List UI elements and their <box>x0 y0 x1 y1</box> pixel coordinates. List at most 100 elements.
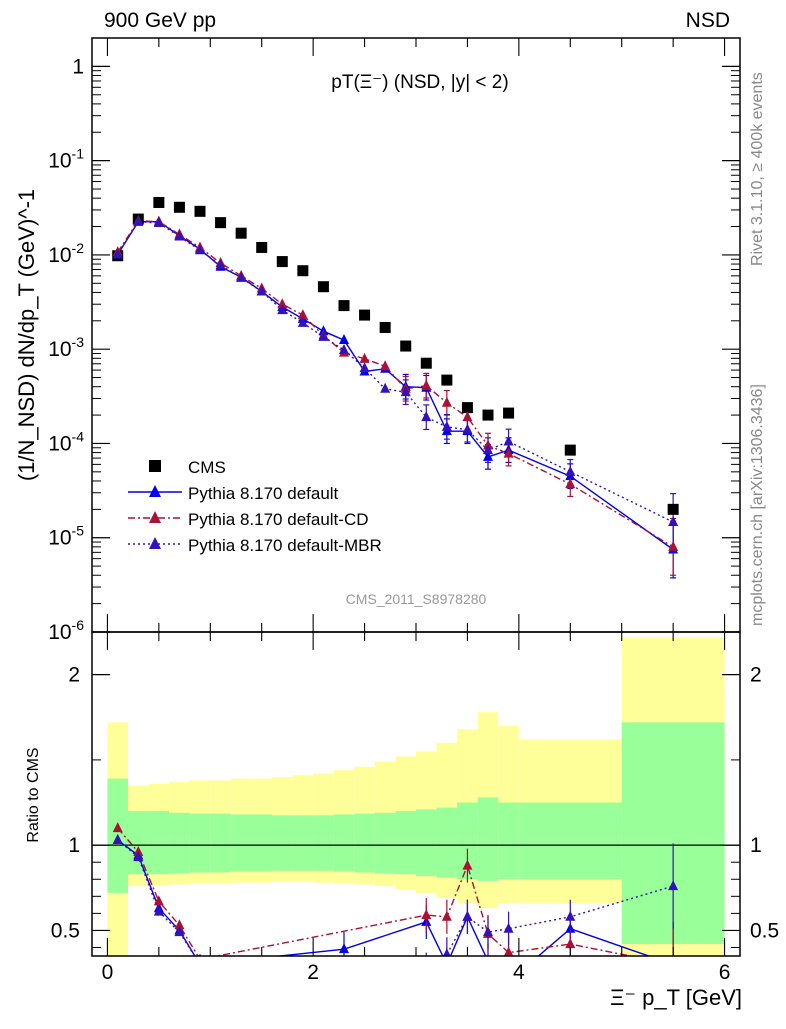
mc-data-point-3 <box>318 330 329 341</box>
legend-label-3: Pythia 8.170 default-MBR <box>188 536 382 555</box>
stat-uncertainty-band <box>148 811 170 875</box>
stat-uncertainty-band <box>230 814 252 872</box>
stat-uncertainty-band <box>333 814 355 872</box>
legend-label-2: Pythia 8.170 default-CD <box>188 510 369 529</box>
mc-data-point-3 <box>380 382 391 393</box>
ratio-data-point-2 <box>153 905 164 916</box>
mc-data-point-3 <box>565 465 576 476</box>
cms-data-point <box>297 265 309 277</box>
cms-data-point <box>379 321 391 333</box>
ratio-data-point-2 <box>483 926 493 937</box>
series-line-2 <box>117 220 674 548</box>
stat-uncertainty-band <box>374 812 396 874</box>
stat-uncertainty-band <box>128 811 149 875</box>
ratio-data-point-2 <box>462 910 473 921</box>
y-tick-label: 10-2 <box>48 240 84 267</box>
stat-uncertainty-band <box>210 813 231 873</box>
ratio-data-point-0 <box>339 943 349 954</box>
cms-data-point <box>215 217 227 229</box>
stat-uncertainty-band <box>518 802 622 880</box>
cms-data-point <box>482 409 494 421</box>
ratio-y-tick-label-left: 2 <box>68 664 80 687</box>
ratio-y-tick-label-right: 0.5 <box>750 919 779 942</box>
stat-uncertainty-band <box>395 811 416 875</box>
mc-data-point-3 <box>421 411 432 422</box>
legend: CMS Pythia 8.170 default Pythia 8.170 defa… <box>128 458 382 555</box>
ratio-axis-ticks: 0.5 0.5 1 1 2 2 0 2 4 6 <box>51 632 779 984</box>
y-tick-label: 10-1 <box>48 146 84 173</box>
ratio-data-point-1 <box>153 895 164 906</box>
ratio-y-tick-label-left: 1 <box>68 834 80 857</box>
mc-data-point-3 <box>277 304 288 315</box>
ratio-data-point-2 <box>133 851 144 862</box>
ratio-bands-layer <box>92 637 740 956</box>
cms-data-point <box>235 227 247 239</box>
x-tick-label: 0 <box>102 961 114 984</box>
ratio-data-layer <box>112 822 679 969</box>
mc-data-point-3 <box>195 244 205 255</box>
cms-data-point <box>276 256 288 268</box>
ratio-data-point-2 <box>503 922 514 933</box>
series-line-1 <box>117 221 674 551</box>
ratio-data-point-2 <box>443 948 451 956</box>
mc-data-point-3 <box>339 344 349 355</box>
stat-uncertainty-band <box>313 815 334 871</box>
mc-data-point-3 <box>400 386 411 397</box>
ratio-data-point-2 <box>195 959 205 969</box>
ratio-data-point-1 <box>421 909 432 920</box>
ratio-data-point-1 <box>174 919 185 930</box>
header-left: 900 GeV pp <box>104 9 216 32</box>
mc-data-point-1 <box>483 450 493 461</box>
mc-data-point-2 <box>565 478 576 489</box>
x-tick-label: 6 <box>719 961 731 984</box>
stat-uncertainty-band <box>477 797 499 881</box>
mc-data-point-2 <box>421 379 432 390</box>
mc-data-point-2 <box>668 540 679 551</box>
stat-uncertainty-band <box>292 815 314 871</box>
ratio-data-point-1 <box>668 959 678 969</box>
ratio-data-point-2 <box>174 926 185 937</box>
cms-data-point <box>503 407 515 419</box>
ratio-data-point-2 <box>565 910 576 921</box>
y-tick-label: 10-3 <box>48 334 84 361</box>
ratio-data-point-0 <box>668 959 678 969</box>
mc-data-point-3 <box>133 215 144 226</box>
stat-uncertainty-band <box>272 815 293 871</box>
cms-data-point <box>359 309 371 321</box>
mc-data-point-3 <box>503 435 514 446</box>
cms-data-point <box>400 340 412 352</box>
mc-data-point-2 <box>297 309 308 320</box>
main-title: pT(Ξ⁻) (NSD, |y| < 2) <box>331 72 508 93</box>
mc-data-point-3 <box>236 271 247 282</box>
mc-data-point-3 <box>483 444 493 455</box>
mc-data-point-3 <box>462 423 473 434</box>
legend-marker-2 <box>149 511 161 523</box>
stat-uncertainty-band <box>436 807 458 878</box>
ratio-data-point-1 <box>565 938 576 949</box>
ratio-y-tick-label-right: 1 <box>750 834 762 857</box>
stat-uncertainty-band <box>498 802 519 880</box>
cms-data-point <box>441 374 453 386</box>
cms-data-point <box>256 241 268 253</box>
mc-data-point-2 <box>462 411 473 422</box>
mc-data-point-3 <box>359 362 370 373</box>
y-tick-label: 10-5 <box>48 523 84 550</box>
ratio-data-point-0 <box>195 959 205 969</box>
mc-data-point-3 <box>256 285 267 296</box>
mc-data-point-3 <box>174 230 185 241</box>
x-tick-label: 2 <box>307 961 319 984</box>
main-axis-ticks: 10-6 10-5 10-4 10-3 10-2 10-1 1 <box>48 38 740 644</box>
mc-data-point-2 <box>380 360 391 371</box>
mc-data-point-3 <box>153 217 164 228</box>
cms-data-point <box>461 402 473 414</box>
stat-uncertainty-band <box>189 813 211 873</box>
x-tick-label: 4 <box>513 961 525 984</box>
ratio-series-line-2 <box>117 839 674 956</box>
ratio-data-point-2 <box>668 880 679 891</box>
legend-marker-3 <box>149 537 161 549</box>
cms-data-point <box>667 503 679 515</box>
mc-data-point-3 <box>668 515 679 526</box>
stat-uncertainty-band <box>169 812 190 874</box>
legend-label-1: Pythia 8.170 default <box>188 484 339 503</box>
cms-data-point <box>564 444 576 456</box>
